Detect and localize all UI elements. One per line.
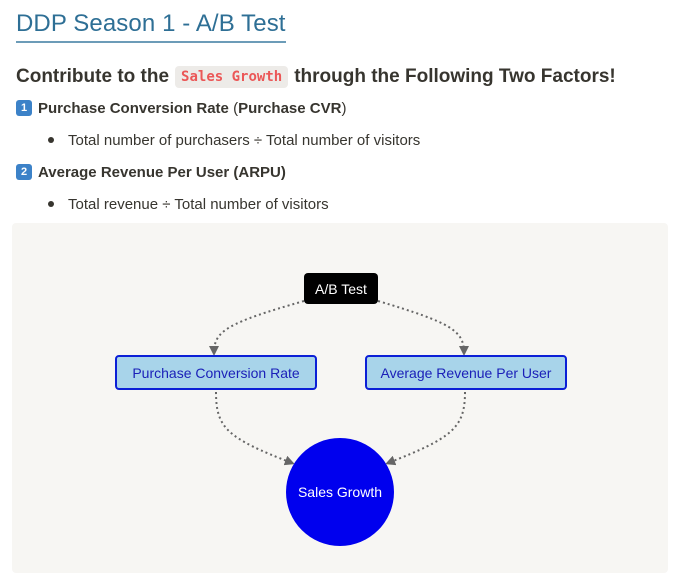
bullet-dot-icon — [48, 137, 54, 143]
factor-2-name: Average Revenue Per User (ARPU) — [38, 163, 286, 181]
factor-1-abbr: Purchase CVR — [238, 99, 342, 117]
factor-2-bullet: Total revenue ÷ Total number of visitors — [48, 193, 329, 215]
factor-1-formula: Total number of purchasers ÷ Total numbe… — [68, 131, 421, 149]
node-sales-growth: Sales Growth — [286, 438, 394, 546]
node-purchase-conversion-rate: Purchase Conversion Rate — [115, 355, 317, 390]
keycap-two-icon: 2 — [16, 164, 32, 180]
arrow-ab-to-left — [209, 300, 305, 356]
factor-1-bullet: Total number of purchasers ÷ Total numbe… — [48, 129, 420, 151]
node-average-revenue-per-user: Average Revenue Per User — [365, 355, 567, 390]
factor-1-open-paren: ( — [228, 99, 239, 117]
arrow-right-to-sales — [385, 391, 466, 466]
flow-diagram: A/B Test Purchase Conversion Rate Averag… — [12, 223, 668, 573]
subtitle-prefix: Contribute to the — [16, 66, 170, 87]
page-title: DDP Season 1 - A/B Test — [16, 8, 286, 43]
factor-1-close-paren: ) — [341, 99, 347, 117]
factor-1-name: Purchase Conversion Rate — [38, 99, 229, 117]
arrow-left-to-sales — [215, 391, 295, 466]
arrow-ab-to-right — [377, 300, 469, 356]
keycap-one-icon: 1 — [16, 100, 32, 116]
node-ab-test: A/B Test — [304, 273, 378, 304]
inline-code-sales-growth: Sales Growth — [175, 66, 289, 88]
factor-1-heading: 1 Purchase Conversion Rate ( Purchase CV… — [16, 97, 346, 119]
factor-2-formula: Total revenue ÷ Total number of visitors — [68, 195, 329, 213]
diagram-arrows — [209, 300, 469, 466]
subtitle-suffix: through the Following Two Factors! — [294, 66, 616, 87]
subtitle: Contribute to the Sales Growth through t… — [16, 62, 616, 92]
bullet-dot-icon — [48, 201, 54, 207]
factor-2-heading: 2 Average Revenue Per User (ARPU) — [16, 161, 286, 183]
